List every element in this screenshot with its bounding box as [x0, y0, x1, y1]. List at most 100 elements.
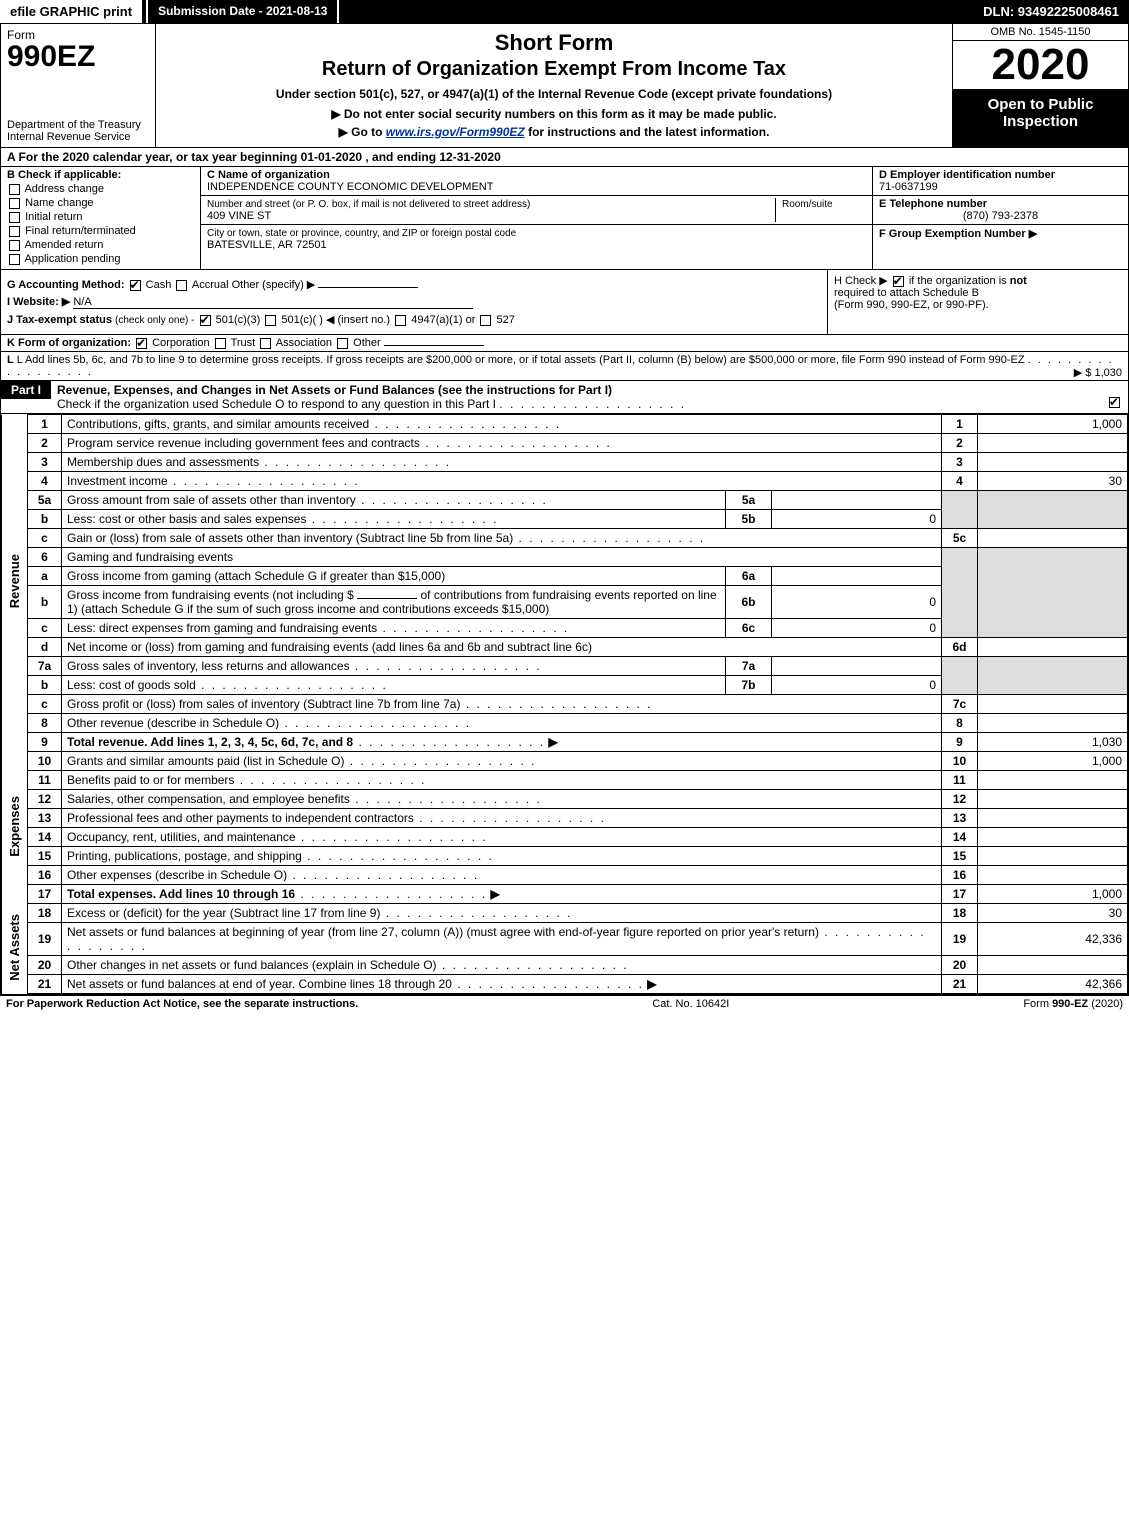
submission-date-button[interactable]: Submission Date - 2021-08-13: [146, 0, 339, 23]
line6c-sub: 0: [772, 619, 942, 638]
line-8: 8Other revenue (describe in Schedule O)8: [2, 714, 1128, 733]
line2-desc: Program service revenue including govern…: [67, 436, 420, 450]
form-frame: Form 990EZ Department of the Treasury In…: [0, 23, 1129, 995]
line12-desc: Salaries, other compensation, and employ…: [67, 792, 350, 806]
city-value: BATESVILLE, AR 72501: [207, 239, 327, 251]
form-number-big: 990EZ: [7, 40, 95, 73]
chk-501c3[interactable]: [200, 315, 211, 326]
line-17: 17Total expenses. Add lines 10 through 1…: [2, 885, 1128, 904]
chk-corp[interactable]: [136, 338, 147, 349]
line6a-sub: [772, 567, 942, 586]
line-11: 11Benefits paid to or for members11: [2, 771, 1128, 790]
chk-schedule-o[interactable]: [1109, 397, 1120, 408]
g-cash: Cash: [146, 279, 172, 291]
line6d-val: [978, 638, 1128, 657]
h-txt2: if the organization is: [909, 275, 1010, 287]
ein-block: D Employer identification number 71-0637…: [873, 167, 1128, 196]
line-7a: 7aGross sales of inventory, less returns…: [2, 657, 1128, 676]
row-ghij: G Accounting Method: Cash Accrual Other …: [1, 270, 1128, 335]
link-post: for instructions and the latest informat…: [525, 125, 770, 139]
k-other-input[interactable]: [384, 345, 484, 346]
line6b-desc-pre: Gross income from fundraising events (no…: [67, 588, 357, 602]
chk-final-return[interactable]: Final return/terminated: [7, 225, 194, 237]
line6b-sub: 0: [772, 586, 942, 619]
chk-other[interactable]: [337, 338, 348, 349]
line-16: 16Other expenses (describe in Schedule O…: [2, 866, 1128, 885]
line4-desc: Investment income: [67, 474, 168, 488]
line-i: I Website: ▶ N/A: [7, 295, 821, 309]
part1-label: Part I: [1, 381, 51, 399]
chk-trust[interactable]: [215, 338, 226, 349]
line7a-sub: [772, 657, 942, 676]
line7b-sub: 0: [772, 676, 942, 695]
line-15: 15Printing, publications, postage, and s…: [2, 847, 1128, 866]
irs-link[interactable]: www.irs.gov/Form990EZ: [386, 125, 525, 139]
line-19: 19Net assets or fund balances at beginni…: [2, 923, 1128, 956]
line17-desc: Total expenses. Add lines 10 through 16: [67, 887, 295, 901]
line7b-desc: Less: cost of goods sold: [67, 678, 196, 692]
k-assoc: Association: [276, 337, 332, 349]
room-label: Room/suite: [782, 199, 833, 210]
line18-desc: Excess or (deficit) for the year (Subtra…: [67, 906, 380, 920]
part1-title-block: Revenue, Expenses, and Changes in Net As…: [51, 381, 1128, 413]
line8-desc: Other revenue (describe in Schedule O): [67, 716, 279, 730]
l-text: L Add lines 5b, 6c, and 7b to line 9 to …: [17, 354, 1025, 366]
line21-val: 42,366: [978, 975, 1128, 994]
line15-desc: Printing, publications, postage, and shi…: [67, 849, 302, 863]
col-b-checkboxes: B Check if applicable: Address change Na…: [1, 167, 201, 269]
line4-val: 30: [978, 472, 1128, 491]
line13-val: [978, 809, 1128, 828]
chk-address-change[interactable]: Address change: [7, 183, 194, 195]
line11-desc: Benefits paid to or for members: [67, 773, 234, 787]
col-d-ein-tel: D Employer identification number 71-0637…: [873, 167, 1128, 269]
street-block: Number and street (or P. O. box, if mail…: [201, 196, 872, 225]
line-4: 4Investment income430: [2, 472, 1128, 491]
efile-print-button[interactable]: efile GRAPHIC print: [0, 0, 144, 23]
line-6d: dNet income or (loss) from gaming and fu…: [2, 638, 1128, 657]
chk-501c[interactable]: [265, 315, 276, 326]
line7a-desc: Gross sales of inventory, less returns a…: [67, 659, 350, 673]
chk-527[interactable]: [480, 315, 491, 326]
j-4947: 4947(a)(1) or: [411, 314, 475, 326]
form-warning: ▶ Do not enter social security numbers o…: [162, 107, 946, 121]
line5a-desc: Gross amount from sale of assets other t…: [67, 493, 356, 507]
chk-application-pending[interactable]: Application pending: [7, 253, 194, 265]
line19-val: 42,336: [978, 923, 1128, 956]
line-7c: cGross profit or (loss) from sales of in…: [2, 695, 1128, 714]
line-9: 9Total revenue. Add lines 1, 2, 3, 4, 5c…: [2, 733, 1128, 752]
group-exempt-label: F Group Exemption Number ▶: [879, 227, 1122, 240]
g-other-input[interactable]: [318, 287, 418, 288]
chk-cash[interactable]: [130, 280, 141, 291]
line-14: 14Occupancy, rent, utilities, and mainte…: [2, 828, 1128, 847]
top-bar: efile GRAPHIC print Submission Date - 20…: [0, 0, 1129, 23]
line20-val: [978, 956, 1128, 975]
j-501c3: 501(c)(3): [216, 314, 261, 326]
chk-initial-return[interactable]: Initial return: [7, 211, 194, 223]
footer-mid: Cat. No. 10642I: [652, 998, 729, 1010]
line-g: G Accounting Method: Cash Accrual Other …: [7, 278, 821, 291]
chk-name-change[interactable]: Name change: [7, 197, 194, 209]
line6c-desc: Less: direct expenses from gaming and fu…: [67, 621, 377, 635]
j-insert: ◀ (insert no.): [326, 314, 390, 326]
line3-val: [978, 453, 1128, 472]
header-right: OMB No. 1545-1150 2020 Open to Public In…: [953, 24, 1128, 147]
line6b-blank[interactable]: [357, 598, 417, 599]
dept-irs: Internal Revenue Service: [7, 131, 131, 143]
omb-number: OMB No. 1545-1150: [953, 24, 1128, 41]
chk-amended-return[interactable]: Amended return: [7, 239, 194, 251]
col-c-org-info: C Name of organization INDEPENDENCE COUN…: [201, 167, 873, 269]
line6d-desc: Net income or (loss) from gaming and fun…: [67, 640, 592, 654]
k-other: Other: [353, 337, 381, 349]
h-txt4: (Form 990, 990-EZ, or 990-PF).: [834, 299, 989, 311]
chk-assoc[interactable]: [260, 338, 271, 349]
part1-dots: [499, 397, 686, 411]
chk-h[interactable]: [893, 276, 904, 287]
chk-accrual[interactable]: [176, 280, 187, 291]
revenue-sidelabel: Revenue: [2, 415, 28, 752]
chk-4947[interactable]: [395, 315, 406, 326]
header-left: Form 990EZ Department of the Treasury In…: [1, 24, 156, 147]
line14-desc: Occupancy, rent, utilities, and maintena…: [67, 830, 296, 844]
line5c-desc: Gain or (loss) from sale of assets other…: [67, 531, 513, 545]
line16-desc: Other expenses (describe in Schedule O): [67, 868, 287, 882]
l-value: ▶ $ 1,030: [1074, 366, 1122, 379]
